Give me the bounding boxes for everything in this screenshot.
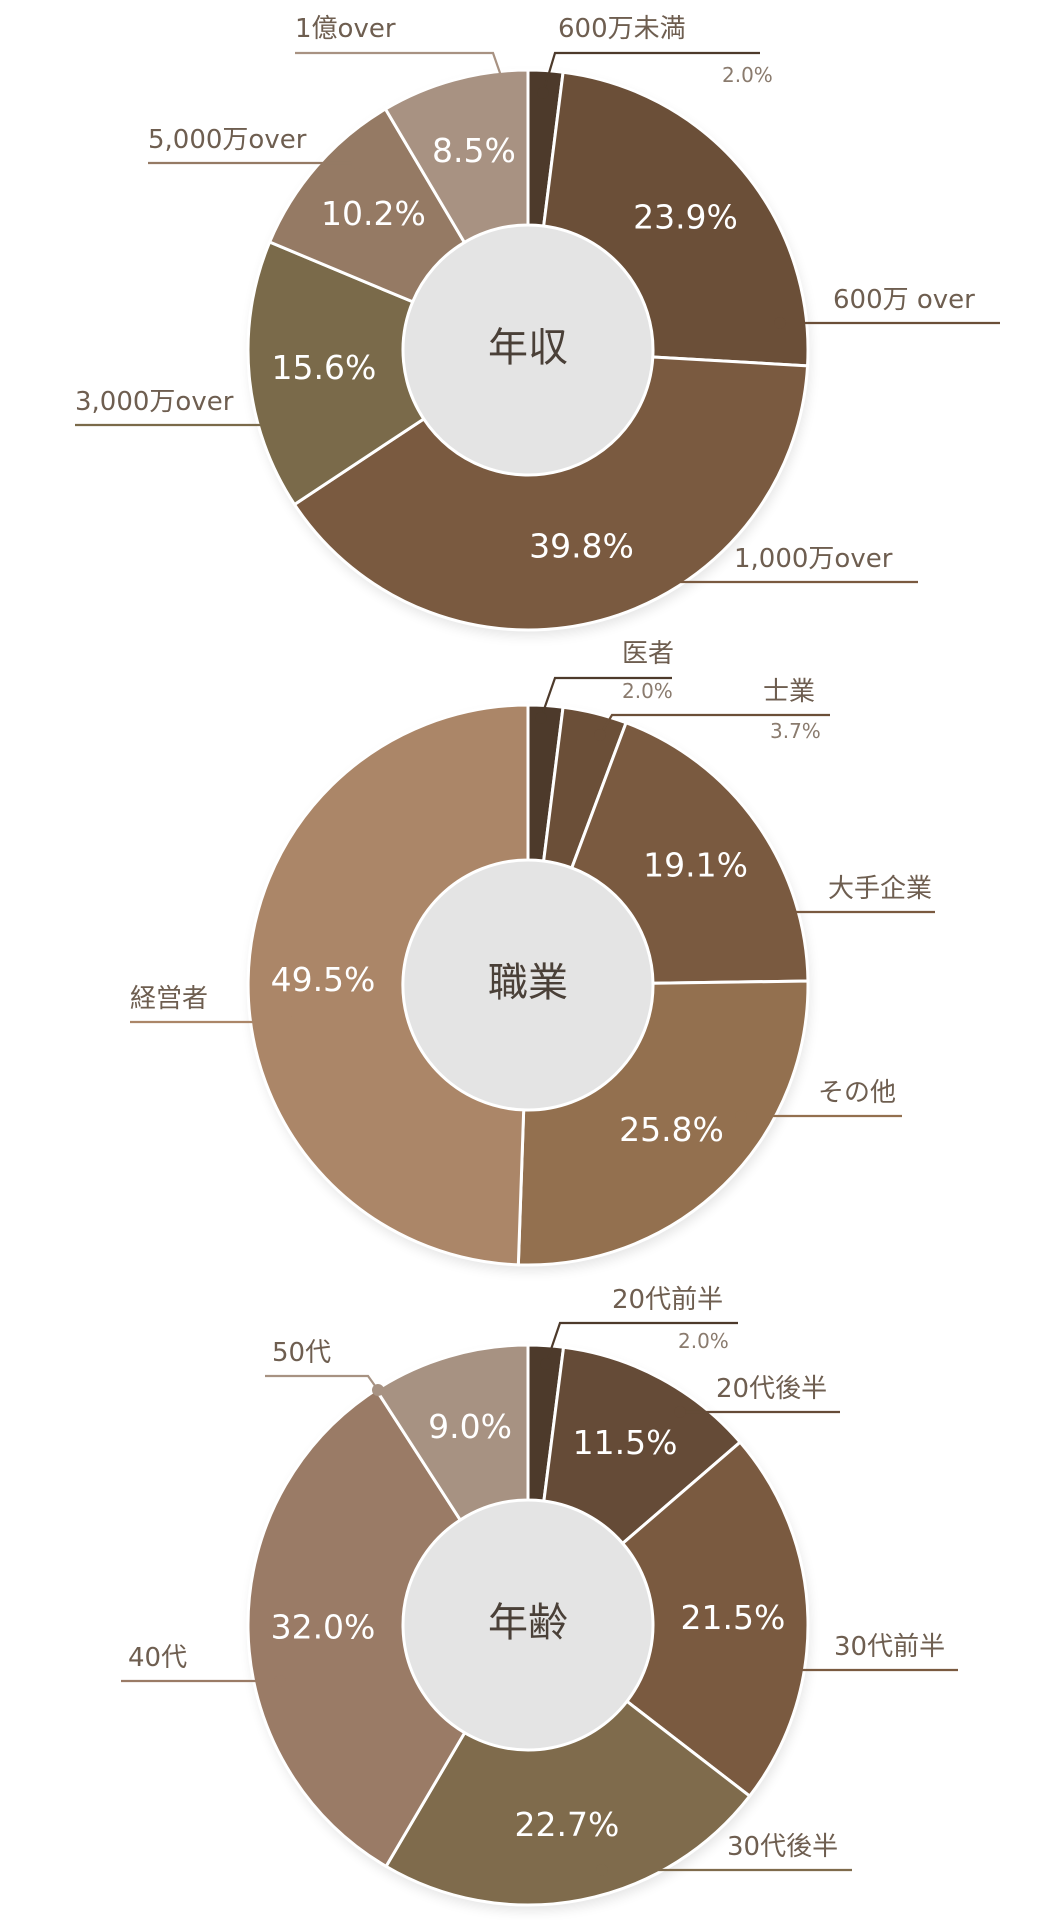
slice-small-value-label: 3.7% — [770, 719, 821, 743]
callout-leader-line — [539, 676, 672, 719]
slice-value-label: 25.8% — [619, 1110, 724, 1149]
pie-slice — [374, 1343, 530, 1522]
pie-slice — [292, 355, 810, 632]
callout-dot — [594, 729, 606, 741]
slice-category-label: 20代前半 — [612, 1285, 723, 1315]
callout-dot — [372, 1384, 384, 1396]
slice-category-label: 士業 — [763, 677, 815, 707]
slice-category-label: 600万 over — [833, 285, 975, 315]
callout-leader-line — [295, 51, 509, 94]
slice-small-value-label: 2.0% — [678, 1329, 729, 1353]
callout-leader-line — [544, 1321, 738, 1365]
callout-dot — [596, 1864, 608, 1876]
pie-slice — [246, 240, 426, 506]
pie-slice — [246, 703, 530, 1267]
donut-chart-3: 11.5% 21.5% 22.7% 32.0% 9.0% 年齢 20代前半 2.0% 20代後半… — [121, 1285, 958, 1911]
slice-value-label: 11.5% — [573, 1423, 678, 1462]
callout-leader-line — [599, 713, 830, 736]
callout-dot — [535, 712, 547, 724]
slice-value-label: 9.0% — [428, 1407, 512, 1446]
slice-value-label: 21.5% — [680, 1598, 785, 1637]
callout-dot — [283, 1016, 295, 1028]
callout-dot — [735, 1110, 747, 1122]
pie-slice — [570, 721, 810, 985]
callout-dot — [283, 419, 295, 431]
slice-category-label: 経営者 — [130, 984, 208, 1014]
slice-value-label: 23.9% — [633, 197, 738, 236]
pie-slice — [542, 70, 810, 368]
chart-title: 年収 — [488, 325, 568, 371]
pie-slice — [383, 68, 530, 244]
slice-category-label: 600万未満 — [558, 14, 686, 44]
slice-value-label: 32.0% — [271, 1608, 376, 1647]
slice-category-label: 20代後半 — [716, 1374, 827, 1404]
callout-leader-line — [265, 1374, 379, 1391]
callout-dot — [351, 157, 363, 169]
callout-dot — [636, 576, 648, 588]
slice-category-label: その他 — [818, 1078, 896, 1108]
slice-category-label: 医者 — [622, 639, 674, 669]
callout-dot — [774, 317, 786, 329]
pie-slice — [621, 1440, 810, 1798]
slice-small-value-label: 2.0% — [622, 679, 673, 703]
donut-chart-1: 23.9% 39.8% 15.6% 10.2%8.5% 年収 600万未満 2.0% 600万… — [75, 14, 1000, 636]
slice-category-label: 30代後半 — [727, 1832, 838, 1862]
callout-dot — [274, 1675, 286, 1687]
pie-slice — [246, 1388, 467, 1868]
slice-category-label: 3,000万over — [75, 387, 234, 417]
slice-category-label: 1,000万over — [734, 544, 893, 574]
chart-title: 年齢 — [488, 1600, 568, 1646]
slice-small-value-label: 2.0% — [722, 63, 773, 87]
callout-leader-line — [541, 51, 760, 94]
slice-category-label: 50代 — [272, 1338, 331, 1368]
slice-category-label: 1億over — [295, 14, 396, 44]
slice-value-label: 22.7% — [514, 1805, 619, 1844]
slice-value-label: 49.5% — [271, 960, 376, 999]
slice-value-label: 8.5% — [432, 131, 516, 170]
pie-slice — [516, 979, 810, 1267]
callout-dot — [772, 906, 784, 918]
slice-value-label: 19.1% — [643, 846, 748, 885]
slice-value-label: 39.8% — [529, 526, 634, 565]
slice-category-label: 30代前半 — [834, 1632, 945, 1662]
callout-dot — [537, 87, 549, 99]
slice-category-label: 5,000万over — [148, 125, 307, 155]
slice-value-label: 15.6% — [271, 348, 376, 387]
callout-dot — [501, 87, 513, 99]
chart-title: 職業 — [488, 960, 568, 1006]
slice-category-label: 大手企業 — [828, 874, 932, 904]
callout-dot — [774, 1664, 786, 1676]
callout-dot — [540, 1358, 552, 1370]
pie-slice — [542, 1345, 742, 1545]
callout-dot — [674, 1406, 686, 1418]
slice-value-label: 10.2% — [321, 194, 426, 233]
slice-category-label: 40代 — [128, 1643, 187, 1673]
